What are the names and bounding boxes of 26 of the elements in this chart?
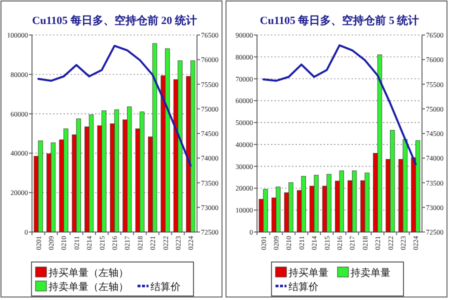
- legend-label: 持卖单量: [350, 267, 390, 279]
- bar: [114, 109, 120, 232]
- bar: [76, 118, 81, 232]
- bar: [352, 170, 357, 232]
- bar: [301, 176, 306, 232]
- legend-label: 结算价: [288, 281, 318, 293]
- bar: [178, 60, 182, 232]
- chart-title: Cu1105 每日多、空持仓前 20 统计: [32, 14, 197, 27]
- legend-label: 结算价: [150, 281, 180, 293]
- bar: [402, 139, 408, 232]
- line-series: [262, 44, 417, 166]
- legend-label: 持买单量: [288, 267, 328, 279]
- chart-title: Cu1105 每日多、空持仓前 5 统计: [260, 14, 420, 27]
- bar: [126, 106, 132, 232]
- legend-label: 持买单量（左轴）: [48, 267, 128, 279]
- bar: [415, 140, 420, 232]
- legend-label: 持卖单量（左轴）: [48, 281, 128, 293]
- bar: [314, 174, 319, 232]
- bar: [50, 142, 56, 232]
- bar: [276, 186, 281, 232]
- bar: [377, 54, 382, 232]
- bar: [339, 170, 344, 232]
- bar: [190, 60, 196, 232]
- line-series: [37, 44, 192, 167]
- bar: [152, 43, 158, 232]
- bar: [88, 114, 94, 232]
